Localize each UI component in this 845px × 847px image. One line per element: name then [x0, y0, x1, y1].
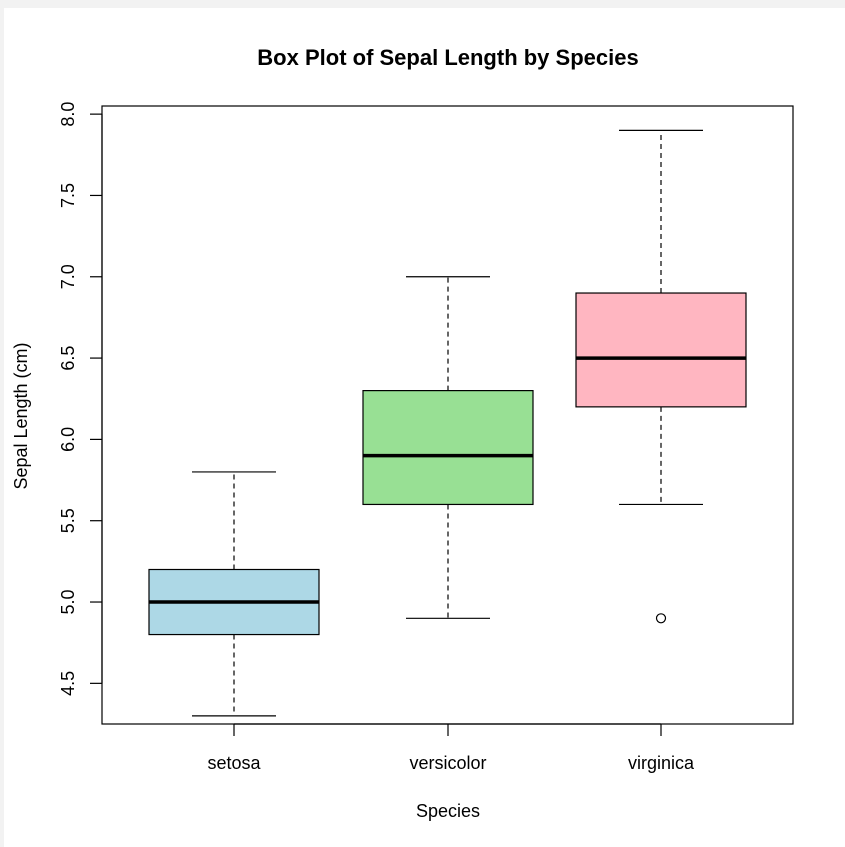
x-tick-label: virginica	[628, 753, 695, 773]
iqr-box	[362, 390, 534, 506]
x-axis: setosa versicolor virginica	[207, 723, 695, 773]
x-axis-label: Species	[416, 801, 480, 821]
y-tick-label: 7.0	[58, 264, 78, 289]
boxes-group	[148, 129, 747, 717]
y-tick-label: 6.5	[58, 346, 78, 371]
outlier-point	[655, 613, 667, 624]
box-setosa	[148, 471, 320, 717]
y-tick-label: 5.0	[58, 590, 78, 615]
chart-title: Box Plot of Sepal Length by Species	[257, 45, 638, 70]
y-tick-label: 5.5	[58, 508, 78, 533]
y-tick-label: 4.5	[58, 671, 78, 696]
box-versicolor	[362, 276, 534, 619]
y-tick-label: 7.5	[58, 183, 78, 208]
x-tick-label: versicolor	[409, 753, 486, 773]
iqr-box	[575, 292, 747, 408]
x-tick-label: setosa	[207, 753, 261, 773]
box-virginica	[575, 129, 747, 624]
y-axis: 4.5 5.0 5.5 6.0 6.5 7.0 7.5 8.0	[58, 102, 103, 696]
y-tick-label: 8.0	[58, 102, 78, 127]
y-tick-label: 6.0	[58, 427, 78, 452]
y-axis-label: Sepal Length (cm)	[11, 342, 31, 489]
